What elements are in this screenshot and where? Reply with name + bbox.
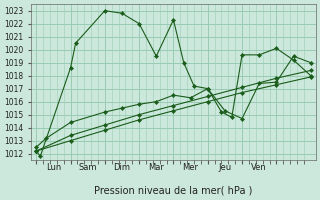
Text: Ven: Ven — [251, 163, 267, 172]
Text: Jeu: Jeu — [218, 163, 231, 172]
X-axis label: Pression niveau de la mer( hPa ): Pression niveau de la mer( hPa ) — [94, 186, 252, 196]
Text: Mer: Mer — [183, 163, 199, 172]
Text: Dim: Dim — [114, 163, 131, 172]
Text: Lun: Lun — [46, 163, 61, 172]
Text: Sam: Sam — [78, 163, 97, 172]
Text: Mar: Mar — [148, 163, 164, 172]
